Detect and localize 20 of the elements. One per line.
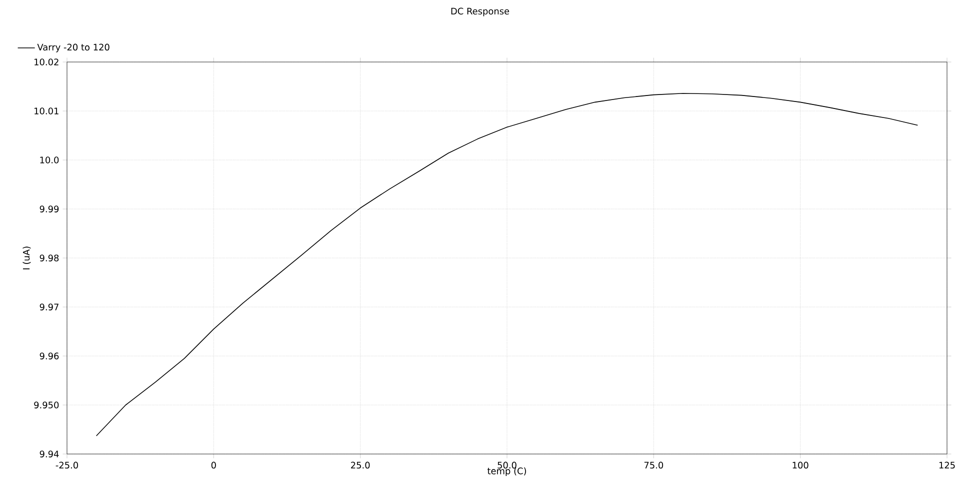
y-tick-label: 9.96 <box>40 352 59 360</box>
y-tick-label: 9.98 <box>40 254 59 262</box>
x-tick-label: 100 <box>792 462 808 469</box>
x-tick-label: -25.0 <box>56 462 78 469</box>
x-tick-label: 0 <box>211 462 216 469</box>
x-tick-label: 25.0 <box>351 462 370 469</box>
x-tick-label: 125 <box>939 462 955 469</box>
y-tick-label: 10.0 <box>40 156 59 164</box>
legend-label: Varry -20 to 120 <box>37 44 110 52</box>
chart-title: DC Response <box>451 8 510 16</box>
x-axis-title: temp (C) <box>487 467 526 476</box>
x-tick-label: 75.0 <box>644 462 664 469</box>
y-tick-label: 9.99 <box>40 206 59 212</box>
y-axis-title: I (uA) <box>22 246 31 270</box>
y-tick-label: 10.01 <box>34 108 58 114</box>
y-tick-label: 9.94 <box>40 450 59 458</box>
y-tick-label: 10.02 <box>34 58 58 66</box>
y-tick-label: 9.950 <box>34 402 59 408</box>
x-tick-label: 50.0 <box>498 462 516 469</box>
y-tick-label: 9.97 <box>40 304 58 310</box>
